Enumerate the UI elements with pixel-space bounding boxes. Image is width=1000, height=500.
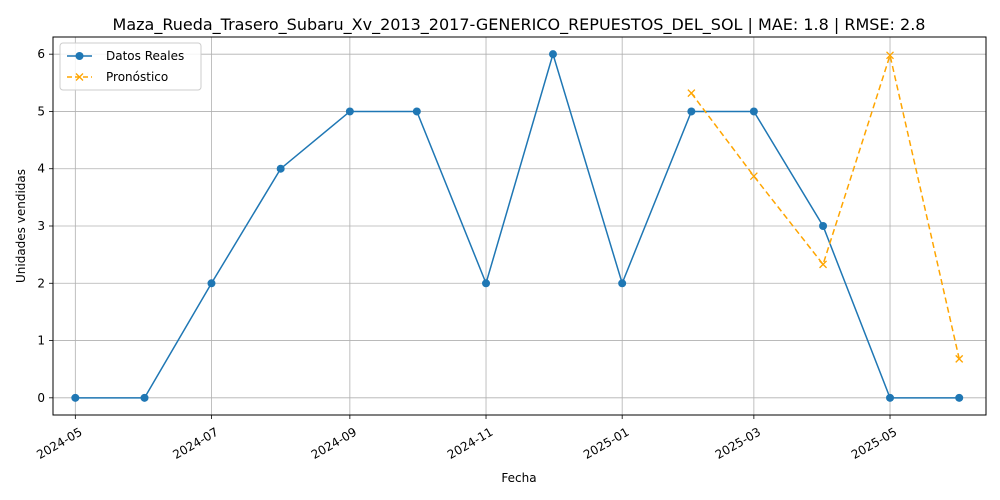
legend-marker-pronostico — [75, 73, 84, 81]
y-tick-label-5: 5 — [37, 104, 45, 118]
x-tick-label-2: 2024-09 — [309, 425, 359, 462]
point-pronostico-4-stroke-b — [955, 354, 964, 363]
grid-lines — [53, 37, 986, 415]
series-line-datos-reales — [75, 51, 960, 399]
legend: Datos Reales Pronóstico — [59, 42, 202, 91]
y-tick-label-0: 0 — [37, 391, 45, 405]
chart-title: Maza_Rueda_Trasero_Subaru_Xv_2013_2017-G… — [113, 15, 926, 35]
point-pronostico-2-stroke-b — [819, 260, 828, 269]
point-datos-reales-9 — [687, 107, 696, 116]
point-datos-reales-7 — [548, 50, 557, 59]
point-datos-reales-4 — [345, 107, 354, 116]
point-datos-reales-1 — [140, 393, 149, 402]
x-axis-ticks: 2024-05 2024-07 2024-09 2024-11 2025-01 2025-… — [34, 415, 899, 462]
series-line-pronostico — [690, 52, 960, 360]
point-datos-reales-11 — [819, 222, 828, 230]
x-tick-label-4: 2025-01 — [581, 425, 631, 462]
y-axis-ticks: 0 1 2 3 4 5 6 — [37, 47, 53, 405]
point-datos-reales-3 — [276, 164, 285, 173]
x-tick-label-0: 2024-05 — [34, 425, 84, 462]
legend-label-datos-reales: Datos Reales — [106, 49, 184, 63]
point-datos-reales-12 — [886, 393, 895, 402]
point-pronostico-1 — [749, 172, 758, 181]
legend-x-mark — [75, 73, 84, 81]
x-tick-label-5: 2025-03 — [713, 425, 763, 462]
point-pronostico-0-stroke-b — [687, 89, 696, 98]
y-tick-label-1: 1 — [37, 334, 45, 348]
x-axis-label: Fecha — [501, 471, 536, 485]
legend-x-mark-stroke-b — [75, 73, 84, 81]
point-datos-reales-0 — [71, 393, 80, 402]
point-datos-reales-6 — [482, 279, 491, 288]
point-pronostico-3 — [886, 51, 894, 60]
x-tick-label-1: 2024-07 — [170, 425, 220, 462]
legend-box — [59, 42, 202, 91]
point-pronostico-3-stroke-b — [886, 51, 894, 60]
legend-label-pronostico: Pronóstico — [106, 70, 168, 84]
point-datos-reales-8 — [618, 279, 627, 288]
point-datos-reales-5 — [412, 107, 421, 116]
series-layer — [71, 50, 964, 402]
x-tick-label-3: 2024-11 — [445, 425, 495, 462]
point-pronostico-4 — [955, 354, 964, 363]
x-tick-label-6: 2025-05 — [849, 425, 899, 462]
point-pronostico-1-stroke-b — [749, 172, 758, 181]
y-axis-label: Unidades vendidas — [14, 169, 28, 283]
y-tick-label-3: 3 — [37, 219, 45, 233]
point-datos-reales-10 — [749, 107, 758, 116]
point-datos-reales-13 — [955, 393, 964, 402]
point-datos-reales-2 — [207, 279, 216, 288]
y-tick-label-4: 4 — [37, 162, 45, 176]
point-pronostico-2 — [819, 260, 828, 269]
point-pronostico-0 — [687, 89, 696, 98]
legend-marker-datos-reales — [75, 52, 84, 60]
y-tick-label-2: 2 — [37, 276, 45, 290]
y-tick-label-6: 6 — [37, 47, 45, 61]
